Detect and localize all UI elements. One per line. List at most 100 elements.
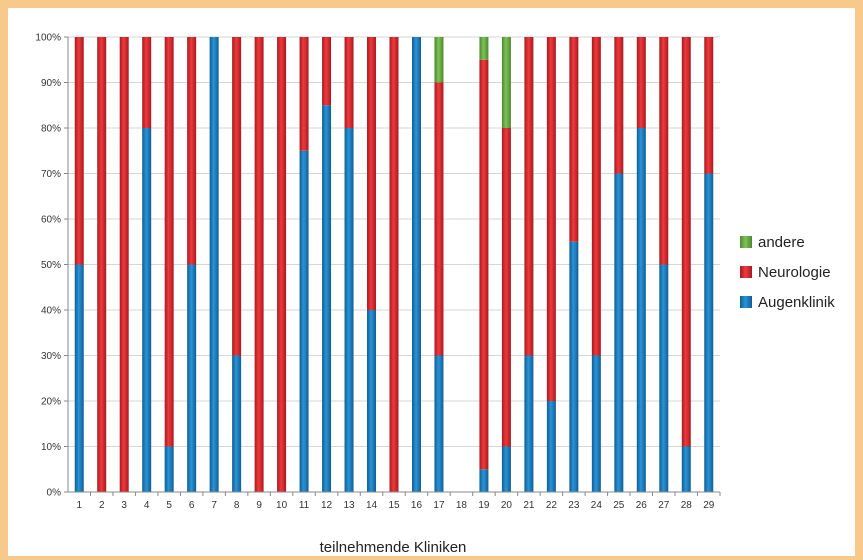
y-tick-label: 60%: [41, 215, 61, 226]
x-tick-label: 6: [189, 500, 195, 511]
x-tick-label: 25: [613, 500, 625, 511]
bar-augenklinik-29: [704, 174, 713, 493]
bar-augenklinik-23: [569, 242, 578, 492]
bar-neurologie-14: [367, 37, 376, 310]
x-tick-label: 1: [76, 500, 82, 511]
bars: [75, 37, 714, 492]
legend-swatch-andere: [740, 236, 752, 248]
bar-augenklinik-14: [367, 310, 376, 492]
x-tick-label: 26: [636, 500, 648, 511]
bar-neurologie-25: [614, 37, 623, 174]
legend-label-andere: andere: [758, 234, 805, 251]
x-tick-label: 18: [456, 500, 468, 511]
x-tick-label: 28: [681, 500, 693, 511]
bar-neurologie-13: [345, 37, 354, 128]
y-tick-label: 80%: [41, 124, 61, 135]
bar-neurologie-26: [637, 37, 646, 128]
bar-neurologie-23: [569, 37, 578, 242]
y-tick-label: 0%: [47, 488, 62, 499]
y-tick-label: 30%: [41, 351, 61, 362]
bar-augenklinik-17: [434, 356, 443, 493]
legend-swatch-neurologie: [740, 266, 752, 278]
x-tick-label: 15: [388, 500, 400, 511]
bar-neurologie-28: [682, 37, 691, 447]
y-tick-label: 40%: [41, 306, 61, 317]
x-tick-label: 17: [433, 500, 445, 511]
bar-augenklinik-28: [682, 447, 691, 493]
y-tick-label: 90%: [41, 78, 61, 89]
bar-neurologie-9: [255, 37, 264, 492]
x-tick-label: 7: [211, 500, 217, 511]
bar-augenklinik-12: [322, 105, 331, 492]
bar-neurologie-3: [120, 37, 129, 492]
y-tick-label: 50%: [41, 260, 61, 271]
bar-neurologie-15: [390, 37, 399, 492]
bar-neurologie-2: [97, 37, 106, 492]
bar-neurologie-22: [547, 37, 556, 401]
bar-augenklinik-8: [232, 356, 241, 493]
bar-augenklinik-21: [524, 356, 533, 493]
x-tick-label: 20: [501, 500, 513, 511]
x-tick-label: 21: [523, 500, 535, 511]
x-tick-label: 10: [276, 500, 288, 511]
x-axis-title: teilnehmende Kliniken: [320, 539, 467, 556]
bar-neurologie-8: [232, 37, 241, 356]
x-tick-label: 29: [703, 500, 715, 511]
y-tick-label: 100%: [35, 33, 61, 44]
bar-neurologie-21: [524, 37, 533, 356]
bar-neurologie-19: [479, 60, 488, 470]
bar-augenklinik-11: [300, 151, 309, 492]
x-tick-label: 24: [591, 500, 603, 511]
bar-andere-20: [502, 37, 511, 128]
x-tick-label: 23: [568, 500, 580, 511]
x-tick-label: 16: [411, 500, 423, 511]
x-tick-label: 27: [658, 500, 670, 511]
legend: andere Neurologie Augenklinik: [740, 234, 835, 311]
bar-neurologie-17: [434, 83, 443, 356]
x-tick-label: 13: [343, 500, 355, 511]
bar-augenklinik-7: [210, 37, 219, 492]
bar-neurologie-27: [659, 37, 668, 265]
bar-neurologie-4: [142, 37, 151, 128]
bar-augenklinik-26: [637, 128, 646, 492]
legend-label-neurologie: Neurologie: [758, 264, 831, 281]
bar-neurologie-24: [592, 37, 601, 356]
x-tick-label: 22: [546, 500, 558, 511]
bar-augenklinik-22: [547, 401, 556, 492]
x-tick-label: 9: [256, 500, 262, 511]
x-tick-label: 5: [166, 500, 172, 511]
bar-augenklinik-6: [187, 265, 196, 493]
bar-andere-17: [434, 37, 443, 83]
y-tick-label: 10%: [41, 442, 61, 453]
y-tick-label: 20%: [41, 397, 61, 408]
bar-augenklinik-4: [142, 128, 151, 492]
bar-augenklinik-5: [165, 447, 174, 493]
bar-augenklinik-27: [659, 265, 668, 493]
bar-augenklinik-1: [75, 265, 84, 493]
x-tick-label: 11: [299, 500, 310, 511]
bar-augenklinik-19: [479, 469, 488, 492]
x-tick-label: 14: [366, 500, 378, 511]
bar-neurologie-1: [75, 37, 84, 265]
legend-swatch-augenklinik: [740, 296, 752, 308]
bar-neurologie-20: [502, 128, 511, 447]
bar-augenklinik-24: [592, 356, 601, 493]
x-tick-label: 2: [99, 500, 105, 511]
x-tick-label: 12: [321, 500, 333, 511]
bar-neurologie-11: [300, 37, 309, 151]
bar-neurologie-12: [322, 37, 331, 105]
x-tick-label: 4: [144, 500, 150, 511]
x-tick-label: 19: [478, 500, 490, 511]
bar-augenklinik-13: [345, 128, 354, 492]
bar-neurologie-6: [187, 37, 196, 265]
bar-augenklinik-20: [502, 447, 511, 493]
bar-neurologie-5: [165, 37, 174, 447]
bar-augenklinik-16: [412, 37, 421, 492]
legend-label-augenklinik: Augenklinik: [758, 294, 835, 311]
x-tick-label: 3: [121, 500, 127, 511]
x-tick-label: 8: [234, 500, 240, 511]
y-tick-label: 70%: [41, 169, 61, 180]
bar-augenklinik-25: [614, 174, 623, 493]
bar-andere-19: [479, 37, 488, 60]
